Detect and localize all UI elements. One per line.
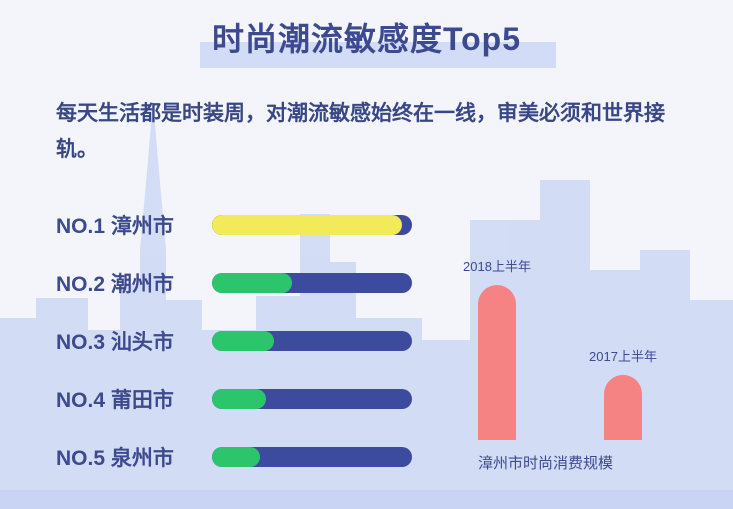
- title-area: 时尚潮流敏感度Top5: [0, 14, 733, 60]
- compare-label-1: 2018上半年: [463, 259, 531, 274]
- ground-strip: [0, 490, 733, 509]
- compare-bar-1: [478, 285, 516, 440]
- rank-track-1: [212, 215, 412, 235]
- compare-label-2: 2017上半年: [589, 349, 657, 364]
- rank-track-3: [212, 331, 412, 351]
- skyline-shapes: [0, 100, 733, 509]
- comparison-chart: 2018上半年 2017上半年: [463, 259, 657, 440]
- rank-label-3: NO.3 汕头市: [56, 331, 174, 354]
- rank-row-3: NO.3 汕头市: [56, 326, 412, 356]
- rank-label-5: NO.5 泉州市: [56, 447, 174, 470]
- rank-track-4: [212, 389, 412, 409]
- rank-label-2: NO.2 潮州市: [56, 273, 174, 296]
- rank-label-4: NO.4 莆田市: [56, 389, 174, 412]
- rank-bar-4: [212, 389, 266, 409]
- compare-bar-2: [604, 374, 642, 440]
- rank-row-4: NO.4 莆田市: [56, 384, 412, 414]
- rank-bar-1: [212, 215, 402, 235]
- rank-track-2: [212, 273, 412, 293]
- rank-bar-3: [212, 331, 274, 351]
- intro-text: 每天生活都是时装周，对潮流敏感始终在一线，审美必须和世界接轨。: [56, 102, 665, 161]
- page-title: 时尚潮流敏感度Top5: [211, 21, 522, 57]
- rank-track-5: [212, 447, 412, 467]
- rank-row-1: NO.1 漳州市: [56, 210, 412, 240]
- rank-bar-2: [212, 273, 292, 293]
- comparison-caption: 漳州市时尚消费规模: [478, 455, 614, 472]
- rank-row-2: NO.2 潮州市: [56, 268, 412, 298]
- rank-bar-5: [212, 447, 260, 467]
- title-highlight: [200, 42, 556, 68]
- rank-label-1: NO.1 漳州市: [56, 215, 174, 238]
- rank-row-5: NO.5 泉州市: [56, 442, 412, 472]
